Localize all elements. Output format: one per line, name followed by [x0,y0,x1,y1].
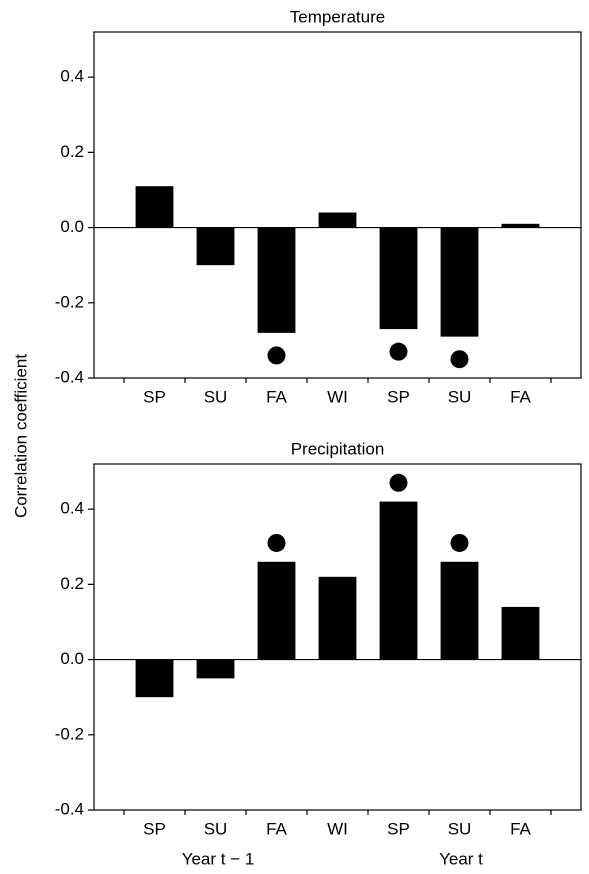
bar [318,212,357,228]
plot-frame [93,463,582,811]
x-tick-label: FA [266,387,287,406]
bar [257,227,296,333]
bar [135,659,174,698]
bar [318,576,357,660]
x-tick-label: SP [143,387,166,406]
bar [196,659,235,679]
bar [440,561,479,660]
x-tick-label: SU [448,819,472,838]
significance-marker [450,350,469,369]
x-tick-label: SP [387,819,410,838]
x-tick-label: WI [327,387,348,406]
significance-marker [389,342,408,361]
x-tick-label: FA [510,387,531,406]
bar [501,606,540,660]
y-axis-label: Correlation coefficient [11,354,30,518]
y-tick-label: 0.0 [60,649,84,668]
y-tick-label: -0.2 [55,292,84,311]
y-tick-label: 0.4 [60,67,84,86]
x-tick-label: FA [510,819,531,838]
y-tick-label: -0.4 [55,367,84,386]
y-tick-label: 0.2 [60,574,84,593]
x-tick-label: SU [204,819,228,838]
bar [440,227,479,337]
x-tick-label: SP [387,387,410,406]
x-tick-label: WI [327,819,348,838]
bar [379,227,418,330]
chart-title: Temperature [290,7,385,26]
x-group-label: Year t [439,849,483,868]
bar [501,223,540,228]
significance-marker [267,533,286,552]
significance-marker [389,473,408,492]
significance-marker [450,533,469,552]
x-group-label: Year t − 1 [182,849,255,868]
bar [257,561,296,660]
x-tick-label: FA [266,819,287,838]
y-tick-label: -0.4 [55,799,84,818]
bar [379,501,418,660]
y-tick-label: -0.2 [55,724,84,743]
x-tick-label: SP [143,819,166,838]
y-tick-label: 0.4 [60,499,84,518]
y-tick-label: 0.0 [60,217,84,236]
x-tick-label: SU [204,387,228,406]
chart-title: Precipitation [291,439,385,458]
bar [135,186,174,228]
plot-frame [93,31,582,379]
bar [196,227,235,266]
significance-marker [267,346,286,365]
x-tick-label: SU [448,387,472,406]
y-tick-label: 0.2 [60,142,84,161]
